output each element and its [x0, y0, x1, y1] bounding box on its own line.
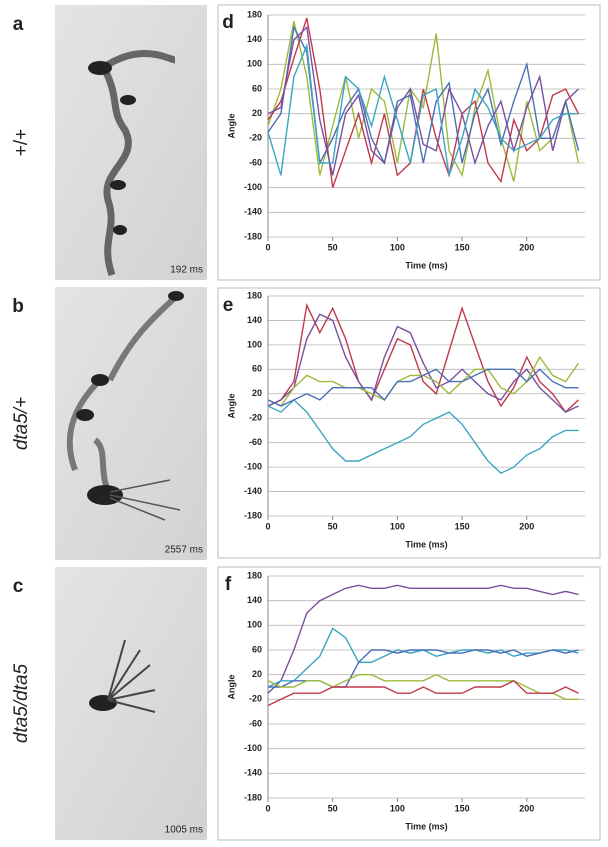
- time-stamp: 192 ms: [170, 265, 203, 276]
- y-tick-label: -20: [249, 133, 262, 143]
- y-tick-label: -180: [244, 510, 262, 520]
- y-tick-label: 20: [252, 669, 262, 679]
- y-axis-title: Angle: [226, 393, 236, 418]
- x-tick-label: 200: [519, 242, 534, 252]
- y-tick-label: -100: [244, 743, 262, 753]
- x-tick-label: 100: [390, 242, 405, 252]
- y-tick-label: -180: [244, 231, 262, 241]
- y-tick-label: 20: [252, 108, 262, 118]
- y-axis-title: Angle: [226, 674, 236, 699]
- x-tick-label: 0: [265, 242, 270, 252]
- genotype: dta5/dta5: [11, 663, 32, 743]
- y-tick-label: 140: [247, 315, 262, 325]
- series-line: [267, 679, 579, 707]
- x-tick-label: 200: [519, 803, 534, 813]
- x-tick-label: 0: [265, 803, 270, 813]
- chart-frame: [217, 566, 601, 841]
- x-tick-label: 100: [390, 521, 405, 531]
- chart-frame: [217, 4, 601, 281]
- y-tick-label: -140: [244, 768, 262, 778]
- series-line: [267, 673, 579, 700]
- x-tick-label: 200: [519, 521, 534, 531]
- y-tick-label: 60: [252, 644, 262, 654]
- series-line: [267, 302, 579, 414]
- y-tick-label: -20: [249, 694, 262, 704]
- series-line: [267, 313, 579, 413]
- time-stamp: 2557 ms: [165, 545, 203, 556]
- y-tick-label: -100: [244, 182, 262, 192]
- photo-c: [55, 567, 207, 840]
- series-line: [267, 17, 580, 188]
- y-tick-label: -60: [249, 437, 262, 447]
- y-tick-label: 180: [247, 9, 262, 19]
- y-tick-label: 180: [247, 290, 262, 300]
- x-tick-label: 100: [390, 803, 405, 813]
- time-stamp: 1005 ms: [165, 825, 203, 836]
- x-axis-title: Time (ms): [405, 539, 447, 549]
- photo-a: [55, 5, 207, 280]
- photo-b: [55, 287, 207, 560]
- genotype: dta5/+: [11, 397, 32, 450]
- series-line: [267, 21, 580, 182]
- x-tick-label: 50: [328, 521, 338, 531]
- y-tick-label: 20: [252, 388, 262, 398]
- y-tick-label: -140: [244, 486, 262, 496]
- genotype: +/+: [11, 129, 32, 156]
- y-tick-label: -20: [249, 413, 262, 423]
- y-tick-label: 180: [247, 570, 262, 580]
- y-tick-label: 60: [252, 364, 262, 374]
- x-axis-title: Time (ms): [405, 260, 447, 270]
- panel-label: a: [13, 14, 24, 35]
- series-line: [267, 584, 579, 694]
- panel-labels: a +/+ 192 ms b dta5/+ 2557 ms c dta5/dta5 1005 m…: [11, 14, 203, 836]
- x-tick-label: 0: [265, 521, 270, 531]
- x-tick-label: 150: [455, 521, 470, 531]
- series-line: [267, 368, 579, 407]
- x-tick-label: 150: [455, 242, 470, 252]
- y-tick-label: 100: [247, 620, 262, 630]
- x-tick-label: 150: [455, 803, 470, 813]
- x-tick-label: 50: [328, 803, 338, 813]
- y-tick-label: 140: [247, 595, 262, 605]
- x-axis-title: Time (ms): [405, 821, 447, 831]
- panel-label: b: [12, 296, 24, 317]
- panel-label: c: [13, 576, 24, 597]
- y-tick-label: -60: [249, 718, 262, 728]
- y-axis-title: Angle: [226, 113, 236, 138]
- y-tick-label: 100: [247, 339, 262, 349]
- chart-frame: [217, 287, 601, 559]
- series-line: [267, 43, 579, 176]
- x-tick-label: 50: [328, 242, 338, 252]
- y-tick-label: -140: [244, 207, 262, 217]
- series-line: [267, 398, 579, 475]
- series-line: [267, 25, 579, 176]
- y-tick-label: -180: [244, 792, 262, 802]
- y-tick-label: -60: [249, 157, 262, 167]
- panel-label: f: [225, 574, 232, 595]
- y-tick-label: -100: [244, 461, 262, 471]
- y-tick-label: 60: [252, 83, 262, 93]
- panel-label: e: [223, 295, 234, 316]
- y-tick-label: 100: [247, 59, 262, 69]
- y-tick-label: 140: [247, 34, 262, 44]
- panel-label: d: [222, 12, 234, 33]
